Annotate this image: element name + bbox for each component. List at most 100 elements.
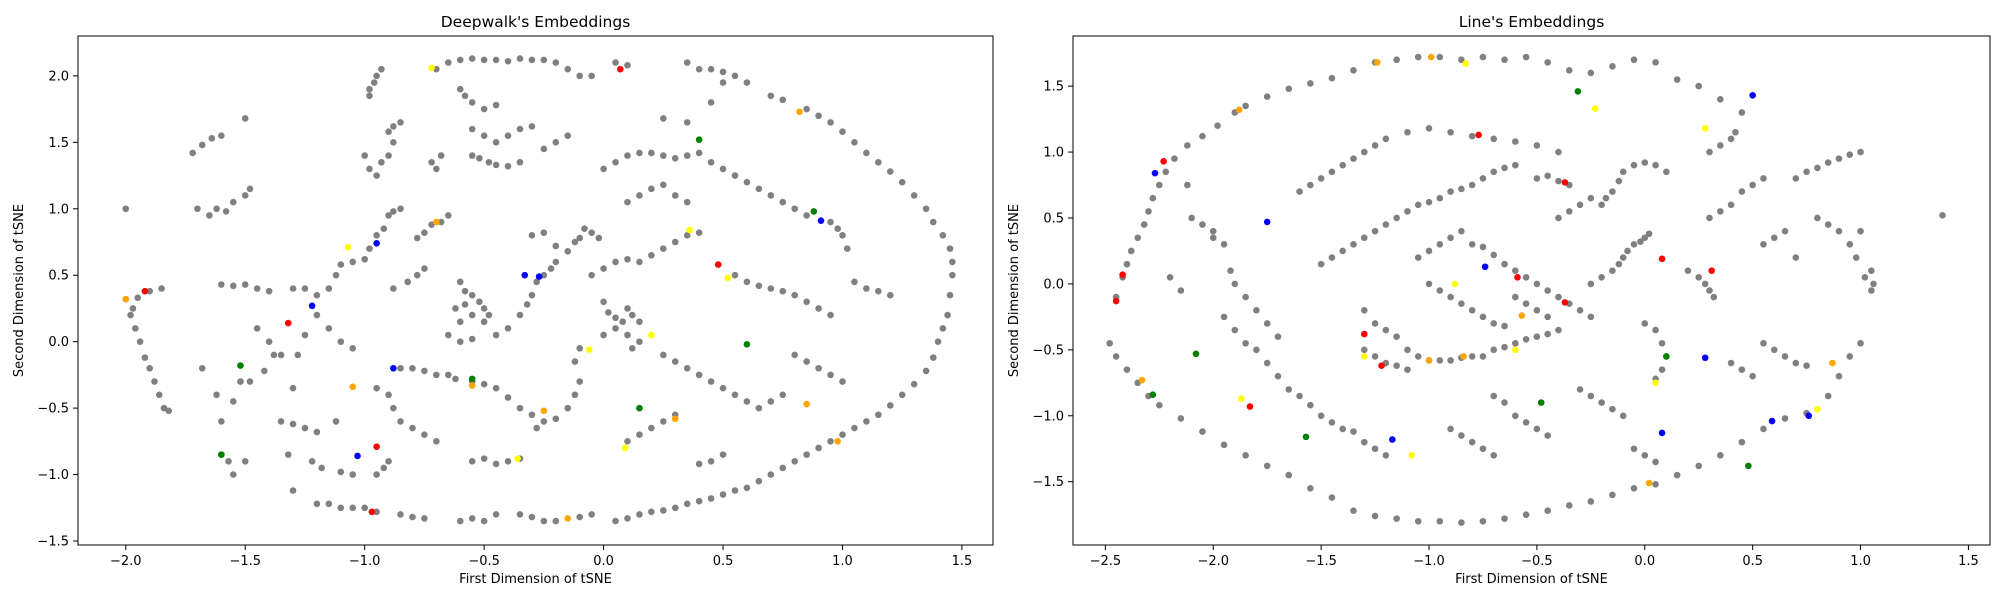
- chart-1-series-1-point-3: [1360, 330, 1368, 338]
- chart-1-series-0-point-122: [1296, 392, 1303, 400]
- chart-0-series-0-point-330: [719, 384, 727, 392]
- chart-0-series-0-point-18: [213, 205, 220, 213]
- chart-1-series-0-point-206: [1490, 251, 1498, 259]
- chart-0-series-0-point-288: [707, 158, 715, 166]
- chart-0-series-0-point-192: [445, 371, 452, 379]
- chart-1-series-0-point-133: [1339, 247, 1347, 255]
- chart-1-series-0-point-268: [1490, 392, 1498, 400]
- chart-1-series-0-point-35: [1673, 76, 1681, 83]
- chart-1-series-3-point-6: [1663, 353, 1670, 360]
- chart-1-series-0-point-147: [1490, 168, 1498, 176]
- chart-1-series-0-point-169: [1382, 326, 1390, 334]
- chart-1-series-0-point-110: [1231, 280, 1239, 288]
- chart-1-series-0-point-285: [1641, 452, 1649, 459]
- chart-1-series-4-point-3: [1451, 280, 1459, 288]
- chart-0-series-0-point-116: [413, 234, 421, 242]
- chart-0-series-0-point-261: [910, 192, 918, 199]
- chart-1-series-0-point-123: [1307, 401, 1314, 409]
- chart-1-series-0-point-172: [1414, 353, 1422, 360]
- chart-1-series-0-point-174: [1436, 357, 1444, 364]
- chart-0-series-0-point-354: [886, 291, 894, 299]
- deepwalk-chart: −2.0 −1.5 −1.0 −0.5 0.0 0.5 1.0 1.5 −1.5 −1.0 −0.5…: [12, 13, 994, 587]
- chart-1-series-0-point-232: [1609, 188, 1616, 195]
- chart-1-series-0-point-158: [1382, 135, 1390, 143]
- chart-0-series-0-point-371: [129, 305, 137, 312]
- chart-1-series-0-point-8: [1156, 181, 1163, 189]
- chart-1-series-0-point-209: [1522, 274, 1530, 281]
- chart-0-series-0-point-167: [452, 305, 459, 312]
- chart-1-series-0-point-27: [1501, 56, 1508, 64]
- chart-0-series-0-point-201: [540, 418, 548, 425]
- chart-1-series-4-point-9: [1462, 60, 1469, 67]
- chart-0-series-0-point-307: [636, 258, 643, 266]
- chart-0-series-0-point-87: [366, 85, 373, 93]
- chart-0-series-0-point-214: [468, 515, 476, 522]
- chart-1-series-1-point-0: [1119, 271, 1126, 278]
- chart-0-series-0-point-286: [683, 152, 691, 159]
- chart-1-series-0-point-118: [1253, 346, 1260, 354]
- chart-1-series-0-point-224: [1619, 254, 1627, 261]
- chart-1-x-axis-label: First Dimension of tSNE: [1455, 572, 1608, 587]
- chart-1-series-0-point-81: [1870, 280, 1877, 288]
- chart-0-series-0-point-275: [719, 68, 727, 76]
- chart-0-series-0-point-10: [146, 287, 153, 295]
- chart-1-series-0-point-20: [1350, 66, 1357, 74]
- chart-1-series-0-point-113: [1263, 320, 1271, 327]
- chart-0-series-0-point-263: [886, 168, 894, 175]
- chart-1-series-2-point-6: [1768, 417, 1776, 425]
- chart-1-series-0-point-98: [1770, 234, 1778, 242]
- chart-1-series-4-point-2: [1360, 353, 1368, 360]
- chart-1-series-0-point-262: [1749, 181, 1756, 189]
- chart-1-x-tick-label-6: 0.5: [1742, 554, 1763, 569]
- chart-1-series-0-point-18: [1307, 80, 1314, 87]
- chart-0-series-0-point-289: [719, 165, 727, 173]
- chart-1-series-0-point-111: [1242, 293, 1249, 301]
- chart-0-series-4-point-0: [344, 244, 352, 251]
- chart-1-series-0-point-241: [1576, 201, 1584, 209]
- chart-1-series-0-point-89: [1846, 151, 1854, 158]
- chart-0-series-0-point-207: [576, 345, 583, 352]
- chart-1-series-4-point-4: [1512, 346, 1519, 354]
- chart-0-series-0-point-21: [241, 192, 249, 199]
- chart-1-x-tick-label-3: −1.0: [1413, 554, 1445, 569]
- chart-1-series-4-point-5: [1652, 379, 1659, 387]
- chart-0-series-0-point-43: [289, 384, 297, 392]
- chart-0-series-0-point-355: [791, 351, 799, 359]
- chart-1-series-5-point-2: [1373, 59, 1381, 66]
- chart-1-series-0-point-83: [1939, 212, 1946, 219]
- chart-1-series-0-point-210: [1533, 280, 1541, 288]
- chart-0-series-0-point-329: [707, 378, 715, 385]
- chart-0-series-0-point-107: [380, 464, 388, 472]
- chart-1-y-tick-label-4: 0.5: [1043, 211, 1064, 226]
- chart-0-series-0-point-5: [146, 364, 153, 372]
- chart-0-series-0-point-367: [683, 119, 691, 126]
- chart-1-series-0-point-273: [1544, 432, 1551, 439]
- chart-1-series-0-point-51: [1307, 484, 1314, 492]
- chart-1-series-2-point-3: [1481, 263, 1489, 271]
- chart-0-series-0-point-64: [325, 285, 333, 292]
- chart-0-series-0-point-186: [581, 225, 588, 233]
- chart-1-series-0-point-236: [1641, 159, 1649, 166]
- chart-1-series-0-point-97: [1760, 241, 1767, 248]
- chart-0-series-0-point-76: [325, 325, 333, 332]
- chart-1-series-0-point-121: [1285, 386, 1293, 393]
- chart-0-series-2-point-2: [354, 452, 361, 460]
- chart-1-series-0-point-175: [1447, 357, 1454, 364]
- chart-0-series-0-point-178: [528, 291, 536, 299]
- chart-0-series-0-point-369: [719, 79, 727, 86]
- chart-1-x-tick-label-7: 1.0: [1850, 554, 1871, 569]
- chart-0-series-0-point-183: [564, 247, 572, 255]
- chart-1-series-0-point-160: [1425, 125, 1433, 132]
- chart-0-series-0-point-208: [468, 457, 476, 465]
- chart-0-series-0-point-147: [485, 158, 493, 166]
- chart-0-series-0-point-310: [671, 238, 679, 246]
- chart-1-series-3-point-3: [1537, 399, 1545, 406]
- chart-0-series-0-point-132: [528, 56, 536, 64]
- chart-0-series-5-point-3: [468, 382, 476, 389]
- chart-1-series-0-point-242: [1587, 194, 1595, 202]
- chart-1-series-0-point-56: [1414, 517, 1422, 525]
- chart-0-series-0-point-55: [313, 500, 321, 508]
- chart-0-series-0-point-14: [198, 141, 206, 149]
- chart-0-series-0-point-238: [791, 457, 799, 465]
- chart-1-series-0-point-223: [1615, 260, 1623, 268]
